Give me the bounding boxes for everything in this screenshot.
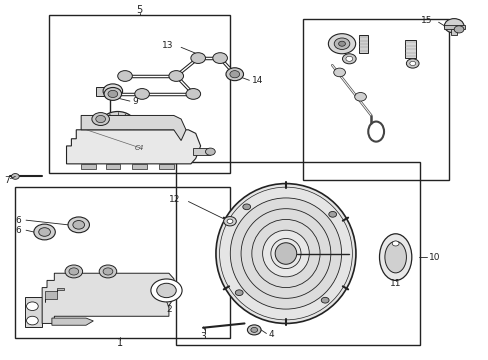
Ellipse shape — [275, 243, 296, 264]
Circle shape — [135, 89, 149, 99]
Bar — [159, 163, 173, 169]
Circle shape — [104, 87, 122, 100]
Circle shape — [342, 54, 355, 64]
Circle shape — [444, 19, 463, 33]
Circle shape — [223, 217, 236, 226]
Circle shape — [99, 265, 117, 278]
Text: 15: 15 — [420, 16, 431, 25]
Text: 7: 7 — [5, 176, 10, 185]
Ellipse shape — [251, 220, 319, 288]
Polygon shape — [42, 273, 176, 323]
Circle shape — [247, 325, 261, 335]
Text: 10: 10 — [428, 253, 439, 262]
Circle shape — [212, 53, 227, 63]
Ellipse shape — [379, 234, 411, 280]
Circle shape — [229, 71, 239, 78]
Circle shape — [118, 71, 132, 81]
Ellipse shape — [384, 241, 406, 273]
Circle shape — [205, 148, 215, 155]
Circle shape — [243, 204, 250, 210]
Circle shape — [106, 116, 129, 133]
Circle shape — [112, 120, 123, 129]
Circle shape — [333, 38, 349, 49]
Circle shape — [250, 327, 257, 332]
Text: 3: 3 — [200, 332, 205, 341]
Text: 9: 9 — [132, 96, 138, 105]
Bar — [81, 163, 96, 169]
Polygon shape — [44, 288, 64, 302]
Text: 5: 5 — [136, 5, 142, 15]
Bar — [132, 163, 147, 169]
Bar — [176, 162, 419, 345]
Text: 6: 6 — [16, 216, 21, 225]
Text: 12: 12 — [168, 194, 180, 203]
Bar — [405, 40, 415, 58]
Circle shape — [157, 283, 176, 298]
Text: 13: 13 — [162, 41, 173, 50]
Text: C4: C4 — [135, 145, 144, 151]
Circle shape — [354, 93, 366, 101]
Circle shape — [39, 228, 50, 236]
Circle shape — [190, 53, 205, 63]
Polygon shape — [52, 318, 93, 325]
Circle shape — [321, 297, 328, 303]
Circle shape — [26, 302, 38, 311]
Circle shape — [103, 268, 113, 275]
Bar — [193, 148, 210, 155]
Text: 1: 1 — [117, 338, 123, 348]
Circle shape — [328, 211, 336, 217]
Polygon shape — [25, 297, 42, 327]
Ellipse shape — [216, 184, 355, 323]
Circle shape — [345, 56, 352, 61]
Circle shape — [92, 113, 109, 126]
Text: 4: 4 — [268, 330, 274, 339]
Text: 8: 8 — [143, 120, 148, 129]
Polygon shape — [81, 116, 185, 140]
Bar — [358, 36, 367, 53]
Circle shape — [168, 71, 183, 81]
Text: 14: 14 — [251, 76, 263, 85]
Bar — [49, 15, 229, 173]
Circle shape — [151, 279, 182, 302]
Circle shape — [328, 34, 355, 54]
Bar — [96, 87, 105, 96]
Ellipse shape — [241, 209, 330, 298]
Bar — [444, 25, 464, 30]
Circle shape — [226, 219, 232, 224]
Circle shape — [96, 116, 105, 123]
Circle shape — [453, 26, 463, 33]
Circle shape — [338, 41, 345, 46]
Circle shape — [69, 268, 79, 275]
Circle shape — [108, 90, 118, 98]
Circle shape — [103, 84, 122, 98]
Circle shape — [11, 174, 19, 179]
Circle shape — [409, 61, 415, 66]
Circle shape — [406, 59, 418, 68]
Circle shape — [100, 112, 135, 137]
Circle shape — [73, 221, 84, 229]
Circle shape — [68, 217, 89, 233]
Circle shape — [225, 68, 243, 81]
Ellipse shape — [262, 230, 308, 277]
Circle shape — [185, 89, 200, 99]
Circle shape — [26, 316, 38, 325]
Text: 2: 2 — [166, 305, 171, 314]
Bar — [15, 187, 229, 338]
Circle shape — [34, 224, 55, 240]
Circle shape — [65, 265, 82, 278]
Polygon shape — [66, 130, 200, 164]
Circle shape — [391, 241, 398, 246]
Ellipse shape — [230, 198, 341, 309]
Ellipse shape — [270, 238, 301, 269]
Bar — [105, 163, 120, 169]
Bar — [303, 19, 448, 180]
Text: 6: 6 — [16, 226, 21, 235]
Circle shape — [333, 68, 345, 77]
Text: 11: 11 — [389, 279, 401, 288]
Bar — [450, 29, 456, 35]
Circle shape — [235, 290, 243, 296]
